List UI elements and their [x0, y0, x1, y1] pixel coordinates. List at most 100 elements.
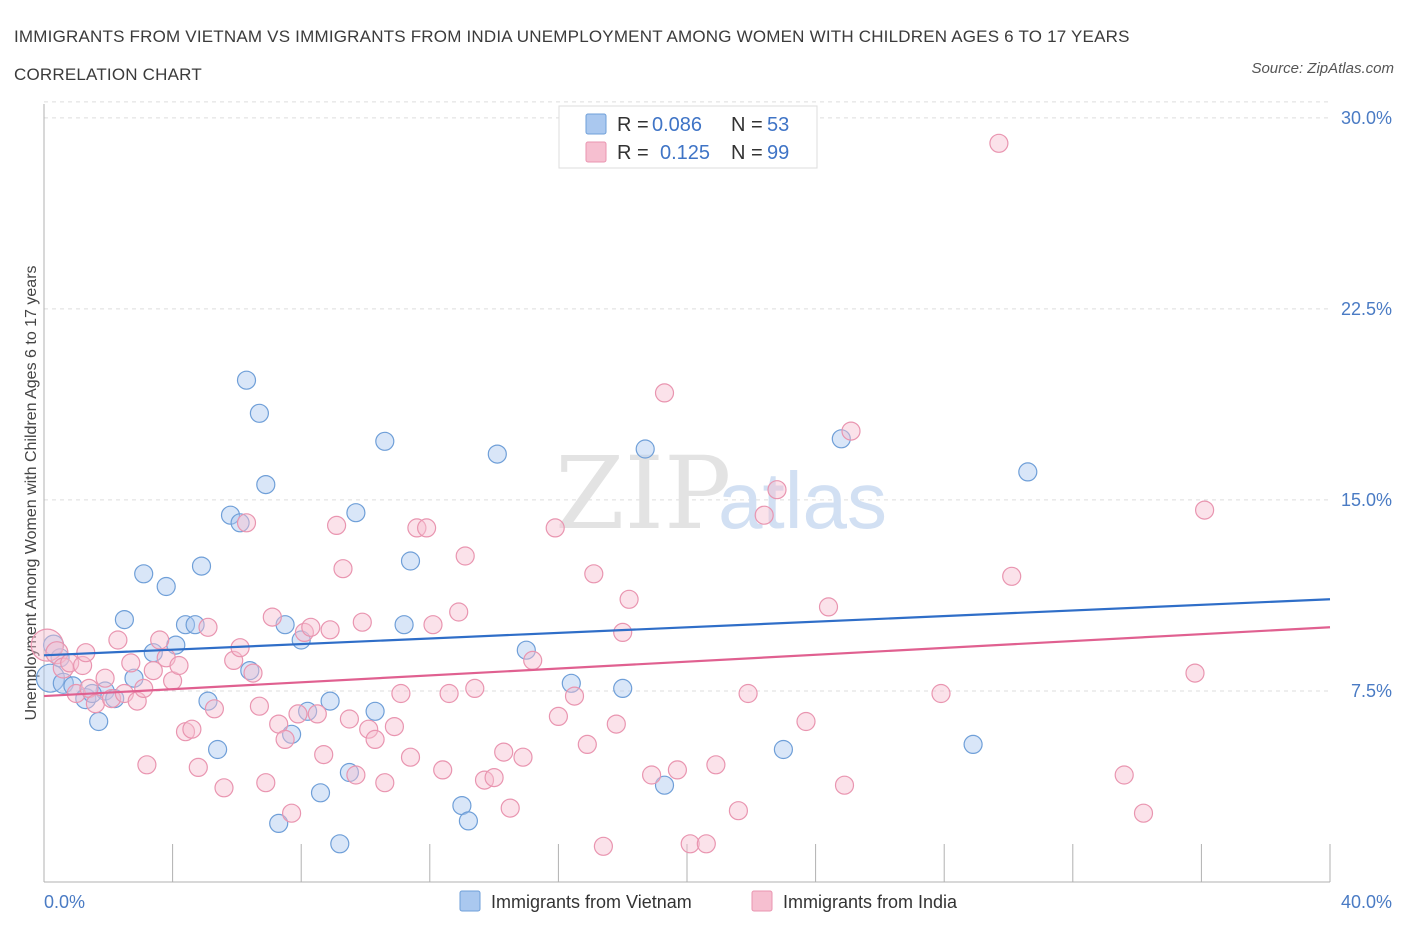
data-point-india	[400, 747, 421, 767]
data-point-india	[307, 704, 327, 724]
data-point-india	[214, 778, 234, 798]
data-point-india	[108, 630, 128, 650]
series-legend: Immigrants from Vietnam Immigrants from …	[459, 890, 958, 912]
legend-swatch-india	[751, 890, 773, 912]
data-point-india	[654, 383, 675, 403]
data-point-india	[545, 518, 565, 538]
legend-label-india: Immigrants from India	[783, 892, 958, 912]
data-point-india	[989, 133, 1009, 153]
data-point-vietnam	[191, 556, 212, 576]
data-point-india	[641, 765, 662, 785]
data-point-vietnam	[134, 564, 154, 584]
data-point-india	[1002, 566, 1022, 586]
data-point-india	[169, 655, 189, 676]
data-point-india	[384, 716, 404, 737]
data-point-india	[455, 546, 475, 566]
data-point-india	[796, 711, 816, 732]
data-point-india	[523, 650, 543, 671]
data-point-india	[513, 747, 533, 767]
data-point-india	[767, 480, 787, 500]
data-point-vietnam	[249, 403, 269, 423]
data-point-india	[72, 655, 93, 676]
data-point-india	[391, 683, 411, 704]
y-tick-labels: 7.5% 15.0% 22.5% 30.0%	[1341, 108, 1392, 701]
data-point-india	[375, 773, 395, 793]
data-point-vietnam	[220, 505, 241, 525]
data-point-india	[365, 729, 385, 750]
data-point-india	[262, 607, 282, 627]
data-point-india	[352, 612, 372, 632]
data-point-india	[333, 559, 353, 579]
data-point-vietnam	[114, 609, 135, 630]
data-point-india	[423, 615, 443, 635]
data-point-india	[931, 683, 951, 704]
legend-r-value: 0.086	[652, 114, 702, 136]
watermark-zip: ZIP	[555, 435, 731, 552]
data-point-india	[243, 663, 263, 683]
data-point-india	[548, 706, 569, 727]
data-point-vietnam	[654, 775, 675, 795]
data-point-india	[339, 709, 359, 729]
data-point-vietnam	[516, 640, 536, 660]
y-tick-label: 7.5%	[1351, 681, 1392, 701]
data-point-india	[249, 696, 269, 716]
data-point-vietnam	[394, 615, 414, 635]
data-point-india	[182, 719, 202, 739]
data-point-vietnam	[230, 513, 250, 533]
chart-title: IMMIGRANTS FROM VIETNAM VS IMMIGRANTS FR…	[14, 27, 1130, 84]
data-point-india	[314, 744, 334, 765]
data-point-vietnam	[310, 783, 331, 803]
trend-lines	[43, 598, 1331, 698]
data-point-india	[818, 597, 839, 617]
data-point-india	[577, 734, 597, 755]
data-point-vietnam	[208, 739, 228, 760]
data-point-india	[1185, 663, 1205, 683]
data-point-india	[52, 657, 74, 679]
data-point-vietnam	[236, 370, 257, 390]
y-tick-label: 30.0%	[1341, 108, 1392, 128]
stats-legend: R = 0.086 N = 53 R = 0.125 N = 99	[558, 105, 818, 169]
data-point-india	[320, 620, 340, 640]
data-point-india	[439, 683, 459, 704]
data-point-india	[236, 513, 257, 533]
data-point-vietnam	[240, 660, 260, 681]
data-point-india	[417, 518, 437, 538]
data-point-vietnam	[400, 551, 421, 571]
data-point-india	[288, 704, 308, 724]
data-point-india	[834, 775, 855, 795]
data-point-india	[465, 678, 485, 699]
data-point-vietnam	[175, 615, 196, 635]
data-point-india	[85, 694, 106, 714]
data-point-india	[359, 719, 379, 739]
series-india-points	[30, 133, 1215, 856]
data-point-vietnam	[458, 811, 478, 831]
data-point-vietnam	[256, 475, 276, 495]
x-tick-labels: 0.0% 40.0%	[44, 892, 1392, 912]
data-point-india	[204, 699, 224, 719]
data-point-india	[606, 714, 626, 734]
data-point-vietnam	[375, 431, 395, 451]
data-point-india	[188, 757, 208, 778]
legend-r-label: R =	[617, 114, 649, 136]
data-point-india	[1194, 500, 1215, 520]
data-point-india	[198, 617, 218, 637]
data-point-india	[95, 668, 115, 688]
data-point-india	[584, 564, 604, 584]
data-point-vietnam	[124, 668, 144, 688]
series-vietnam-points	[35, 370, 1038, 854]
data-point-india	[593, 836, 614, 856]
data-point-india	[134, 678, 154, 699]
data-point-india	[1114, 765, 1134, 785]
data-point-vietnam	[773, 739, 794, 760]
data-point-india	[449, 602, 469, 622]
legend-swatch-india	[585, 141, 607, 163]
data-point-india	[494, 742, 514, 762]
y-tick-label: 15.0%	[1341, 490, 1392, 510]
data-point-vietnam	[320, 691, 340, 711]
data-point-india	[1133, 803, 1154, 823]
legend-n-label: N =	[731, 114, 763, 136]
trend-line-india	[43, 626, 1331, 698]
data-point-india	[613, 622, 633, 643]
data-point-vietnam	[487, 444, 507, 464]
